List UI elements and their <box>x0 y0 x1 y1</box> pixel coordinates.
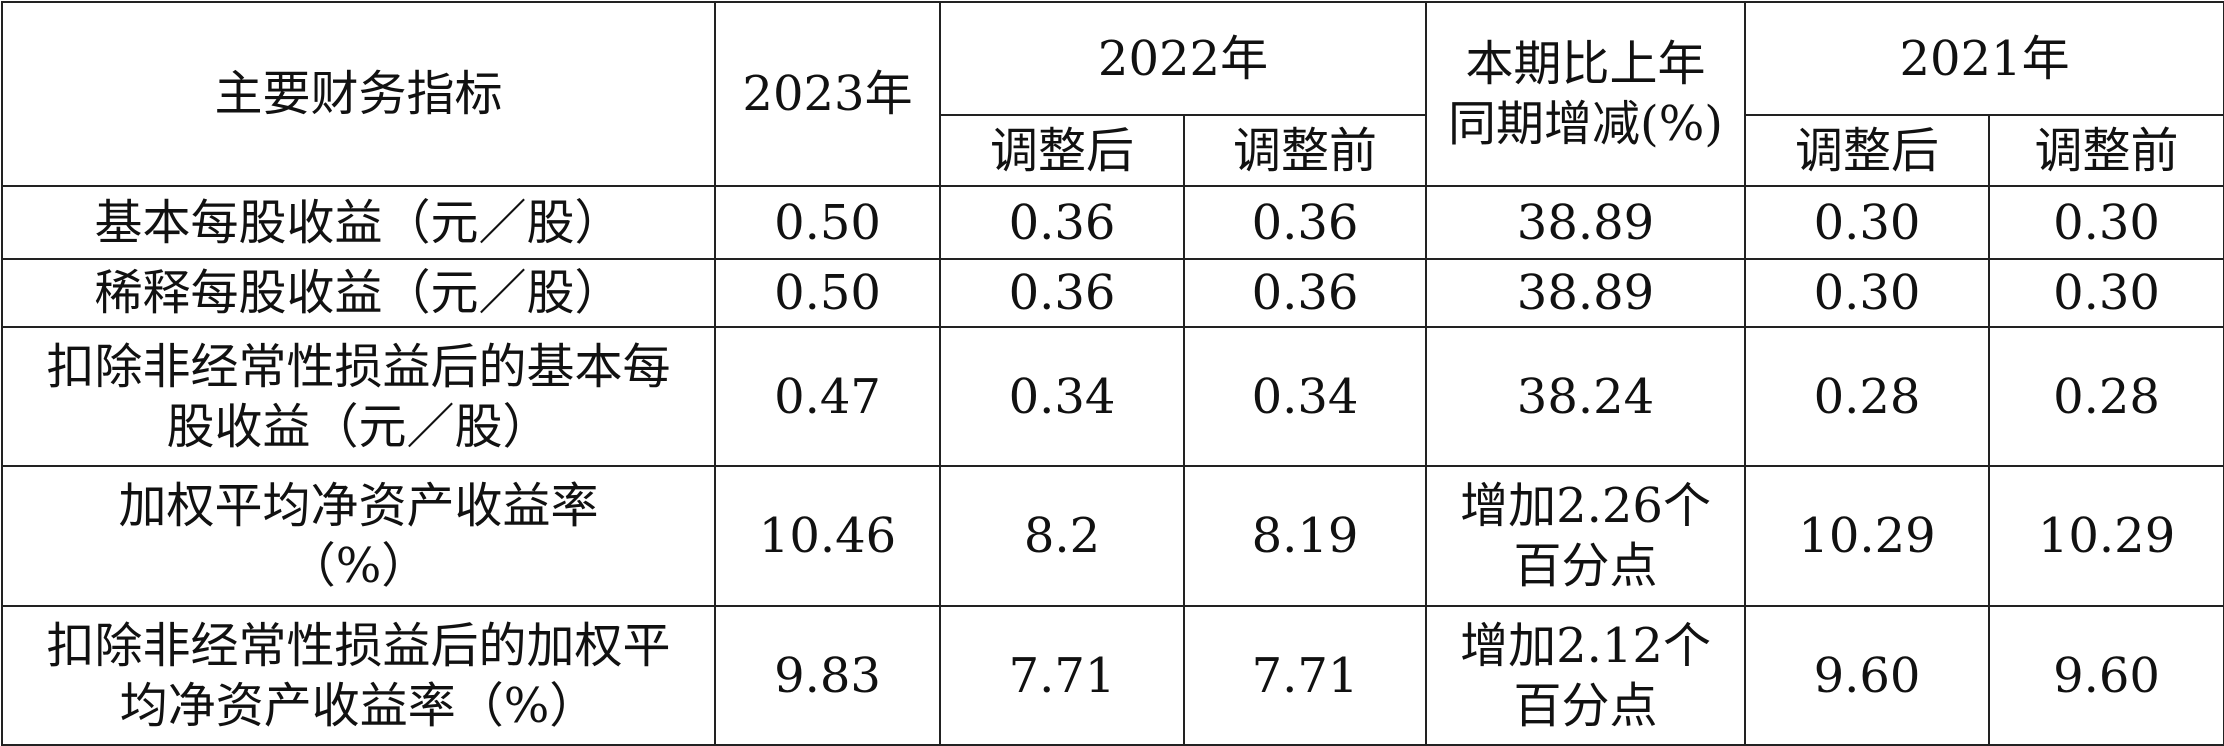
data-row: 加权平均净资产收益率 （%） 10.46 8.2 8.19 增加2.26个 百分点 10.29… <box>1 465 2224 607</box>
header-row: 主要财务指标 2023年 2022年 本期比上年 同期增减(%) 2021年 <box>1 1 2224 187</box>
value-cell: 9.83 <box>714 605 941 746</box>
cell-line: 扣除非经常性损益后的基本每 <box>46 338 671 395</box>
header-cell: 调整后 <box>939 114 1185 187</box>
header-cell: 本期比上年 同期增减(%) <box>1425 1 1747 187</box>
cell-line: 本期比上年 <box>1465 36 1706 92</box>
value-cell: 0.36 <box>939 185 1185 260</box>
header-cell: 2023年 <box>714 1 941 187</box>
data-row: 扣除非经常性损益后的基本每 股收益（元／股） 0.47 0.34 0.34 38.24 0.… <box>1 326 2224 467</box>
cell-line: 扣除非经常性损益后的加权平 <box>46 617 671 674</box>
value-cell: 9.60 <box>1744 605 1991 746</box>
value-cell: 10.29 <box>1988 465 2224 607</box>
cell-line: 股收益（元／股） <box>166 398 551 455</box>
data-row: 稀释每股收益（元／股） 0.50 0.36 0.36 38.89 0.30 0.30 <box>1 258 2224 328</box>
row-label: 扣除非经常性损益后的加权平 均净资产收益率（%） <box>1 605 716 746</box>
value-cell: 0.34 <box>939 326 1185 467</box>
header-cell: 主要财务指标 <box>1 1 716 187</box>
value-cell: 0.30 <box>1988 185 2224 260</box>
value-cell: 0.28 <box>1744 326 1991 467</box>
value-cell: 7.71 <box>939 605 1185 746</box>
row-label: 基本每股收益（元／股） <box>1 185 716 260</box>
value-cell: 0.36 <box>1182 185 1428 260</box>
cell-line: 同期增减(%) <box>1447 96 1724 152</box>
cell-line: 加权平均净资产收益率 <box>118 478 599 534</box>
header-row: 调整后 调整前 调整后 调整前 <box>2 114 2224 187</box>
cell-line: 增加2.12个 <box>1460 617 1711 674</box>
value-cell: 38.24 <box>1425 326 1747 467</box>
value-cell: 10.29 <box>1744 465 1991 607</box>
row-label: 稀释每股收益（元／股） <box>1 258 716 328</box>
value-cell: 38.89 <box>1425 258 1747 328</box>
value-cell: 0.36 <box>1182 258 1428 328</box>
value-cell: 7.71 <box>1182 605 1428 746</box>
row-label: 加权平均净资产收益率 （%） <box>1 465 716 607</box>
value-cell: 8.19 <box>1182 465 1428 607</box>
row-label: 扣除非经常性损益后的基本每 股收益（元／股） <box>1 326 716 467</box>
value-cell: 9.60 <box>1988 605 2224 746</box>
value-cell: 0.47 <box>714 326 941 467</box>
header-cell: 2021年 <box>1744 1 2224 116</box>
cell-line: 增加2.26个 <box>1460 478 1711 534</box>
value-cell: 增加2.26个 百分点 <box>1425 465 1747 607</box>
value-cell: 0.34 <box>1182 326 1428 467</box>
value-cell: 8.2 <box>939 465 1185 607</box>
header-cell: 调整前 <box>1182 114 1428 187</box>
value-cell: 0.30 <box>1744 185 1991 260</box>
header-cell: 调整前 <box>1988 114 2224 187</box>
cell-line: 百分点 <box>1513 538 1658 594</box>
data-row: 扣除非经常性损益后的加权平 均净资产收益率（%） 9.83 7.71 7.71 增加2.1… <box>1 605 2224 746</box>
value-cell: 0.50 <box>714 258 941 328</box>
cell-line: 均净资产收益率（%） <box>119 677 598 734</box>
header-cell: 2022年 <box>938 1 1428 116</box>
cell-line: 百分点 <box>1513 677 1658 734</box>
value-cell: 0.50 <box>714 185 941 260</box>
value-cell: 增加2.12个 百分点 <box>1425 605 1747 746</box>
value-cell: 0.36 <box>939 258 1185 328</box>
value-cell: 0.28 <box>1988 326 2224 467</box>
value-cell: 0.30 <box>1744 258 1991 328</box>
cell-line: （%） <box>287 538 430 594</box>
data-row: 基本每股收益（元／股） 0.50 0.36 0.36 38.89 0.30 0.30 <box>1 185 2224 260</box>
value-cell: 0.30 <box>1988 258 2224 328</box>
value-cell: 10.46 <box>714 465 941 607</box>
header-cell: 调整后 <box>1744 114 1991 187</box>
value-cell: 38.89 <box>1425 185 1747 260</box>
